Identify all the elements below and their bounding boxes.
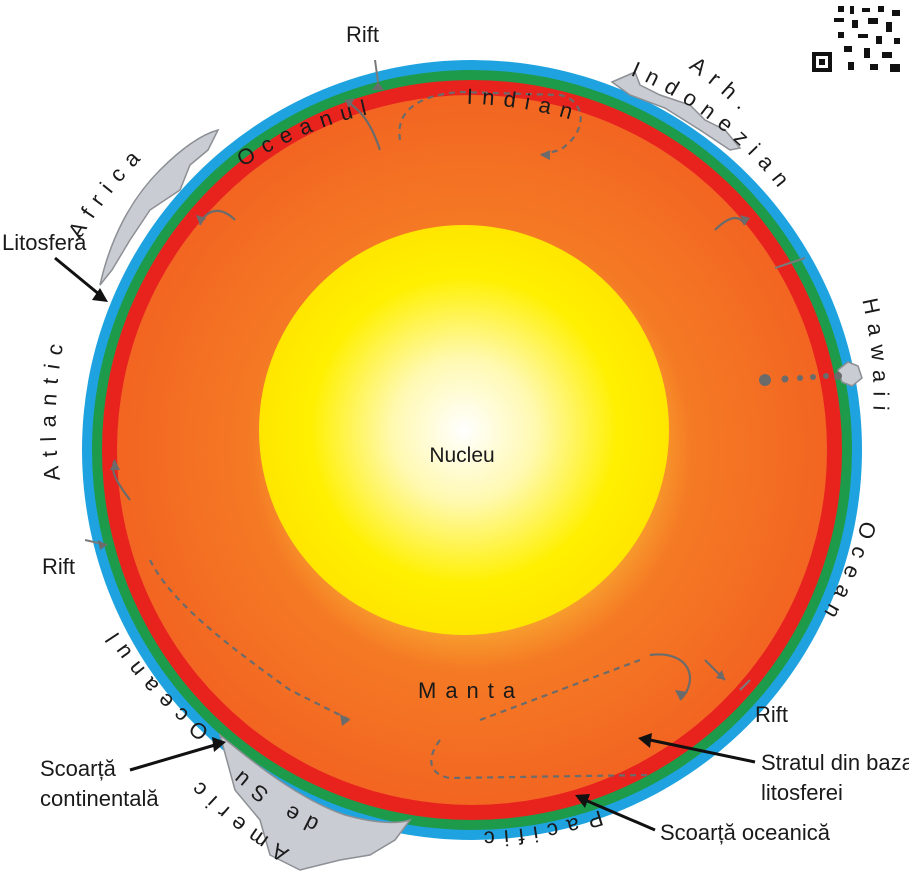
qr-code bbox=[808, 2, 904, 76]
lithosphere-arrowhead bbox=[92, 288, 108, 302]
continents bbox=[99, 71, 863, 871]
core bbox=[259, 225, 669, 635]
core-label: Nucleu bbox=[429, 444, 494, 467]
rift-label-right: Rift bbox=[755, 702, 788, 727]
continental-crust-callout-line1: Scoarță bbox=[40, 756, 117, 781]
continental-crust-callout-line2: continentală bbox=[40, 786, 159, 811]
africa-continent bbox=[99, 128, 220, 286]
lithosphere-callout: Litosferă bbox=[2, 230, 87, 255]
mantle-label: Manta bbox=[418, 678, 524, 703]
rift-label-left: Rift bbox=[42, 554, 75, 579]
hawaii-label: Hawaii bbox=[857, 296, 893, 420]
base-layer-arrowhead bbox=[638, 733, 652, 748]
oceanic-crust-arrow-line bbox=[584, 798, 656, 832]
continental-crust-arrowhead bbox=[212, 737, 226, 752]
continental-crust-arrow-line bbox=[129, 743, 216, 772]
base-layer-callout-line1: Stratul din baza bbox=[761, 750, 909, 775]
atlantic-label: Atlantic bbox=[36, 333, 70, 483]
hawaii-hotspot-chain bbox=[759, 372, 842, 386]
oceanic-crust-arrowhead bbox=[575, 794, 590, 808]
hawaii-island bbox=[837, 361, 863, 387]
lithosphere-arrow-line bbox=[54, 256, 101, 297]
oceanic-crust-callout: Scoarță oceanică bbox=[660, 820, 831, 845]
south-america-continent bbox=[218, 732, 413, 871]
base-layer-callout-line2: litosferei bbox=[761, 780, 843, 805]
rift-label-top: Rift bbox=[346, 22, 379, 47]
indonesia-islands bbox=[610, 71, 742, 151]
convection-arrowheads bbox=[98, 82, 750, 726]
base-layer-arrow-line bbox=[649, 738, 756, 764]
